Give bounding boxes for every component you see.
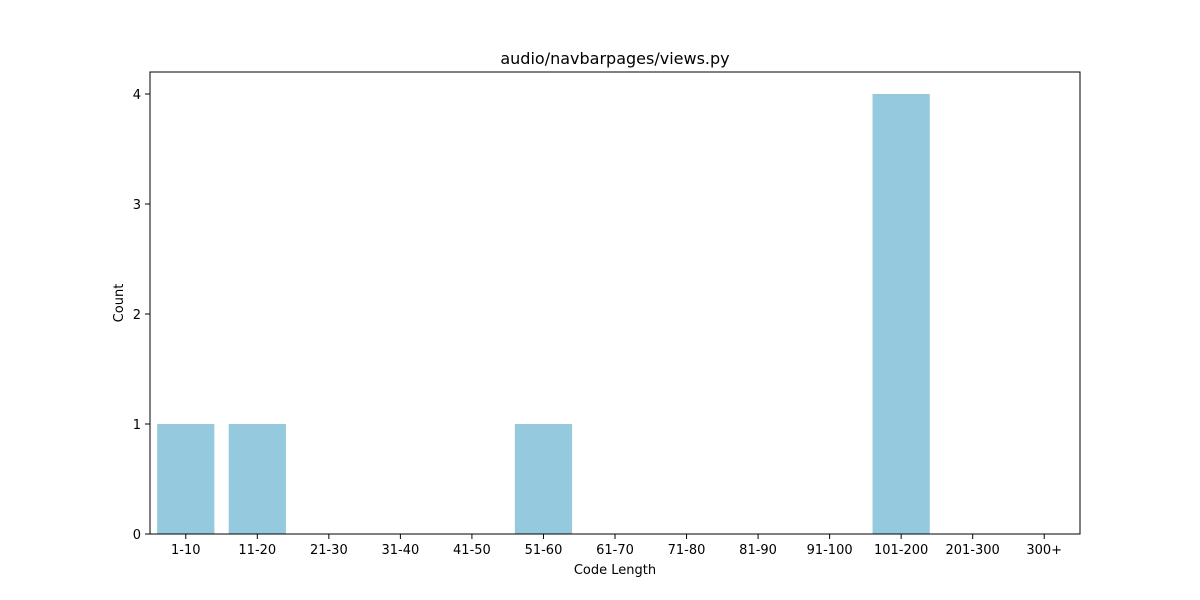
bar-101-200 xyxy=(872,94,930,534)
bars-group xyxy=(157,94,930,534)
x-tick-label: 81-90 xyxy=(739,543,777,558)
x-tick-label: 31-40 xyxy=(381,543,419,558)
x-tick-label: 21-30 xyxy=(310,543,348,558)
bar-11-20 xyxy=(228,424,286,534)
bar-1-10 xyxy=(157,424,215,534)
chart-title: audio/navbarpages/views.py xyxy=(500,49,729,68)
x-tick-label: 1-10 xyxy=(171,543,201,558)
bar-51-60 xyxy=(514,424,573,534)
x-tick-label: 71-80 xyxy=(668,543,706,558)
x-tick-label: 61-70 xyxy=(596,543,634,558)
y-tick-label: 2 xyxy=(133,308,141,323)
x-tick-label: 101-200 xyxy=(874,543,928,558)
x-tick-label: 201-300 xyxy=(946,543,1000,558)
y-axis-ticks: 0 1 2 3 4 xyxy=(133,88,150,543)
y-tick-label: 1 xyxy=(133,418,141,433)
x-axis-ticks: 1-10 11-20 21-30 31-40 41-50 51-60 61-70 71-80 8… xyxy=(171,534,1062,558)
y-tick-label: 3 xyxy=(133,198,141,213)
x-axis-title: Code Length xyxy=(574,563,656,578)
x-tick-label: 300+ xyxy=(1026,543,1062,558)
x-tick-label: 11-20 xyxy=(238,543,276,558)
plot-frame xyxy=(149,71,1081,535)
x-tick-label: 41-50 xyxy=(453,543,491,558)
y-tick-label: 4 xyxy=(133,88,141,103)
x-tick-label: 91-100 xyxy=(807,543,853,558)
y-tick-label: 0 xyxy=(133,528,141,543)
x-tick-label: 51-60 xyxy=(525,543,563,558)
y-axis-title: Count xyxy=(112,284,127,323)
